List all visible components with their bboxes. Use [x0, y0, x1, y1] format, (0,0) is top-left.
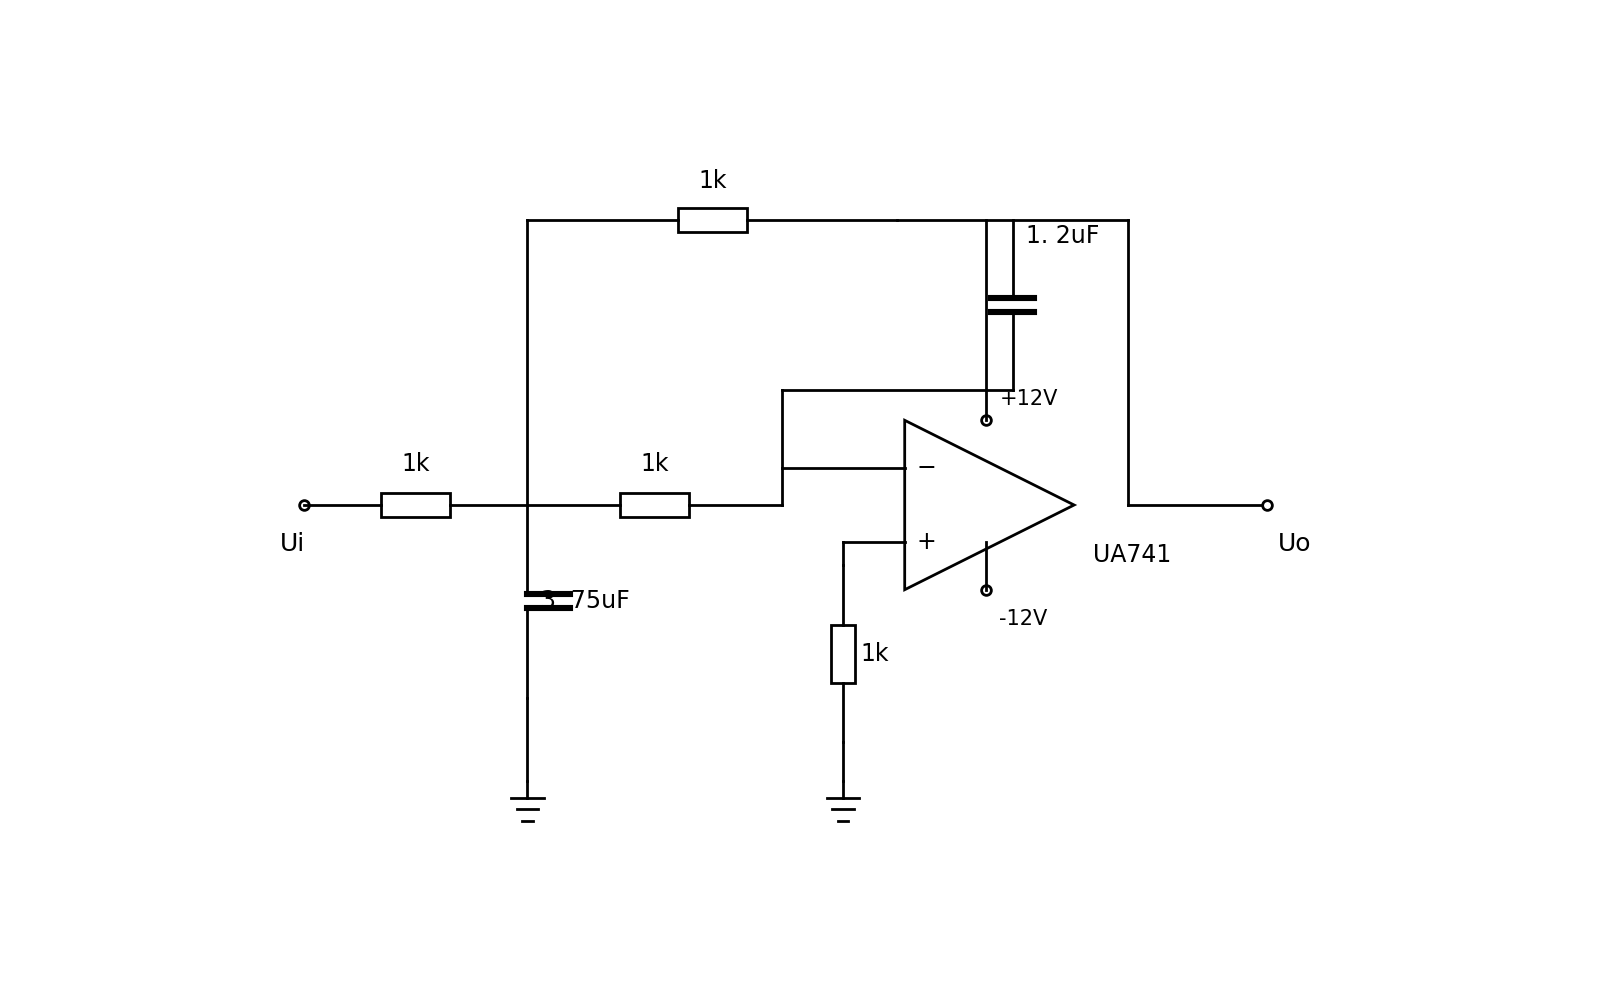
- Text: 1k: 1k: [698, 169, 726, 193]
- Text: 1k: 1k: [861, 642, 888, 666]
- Text: UA741: UA741: [1093, 543, 1171, 567]
- Text: -12V: -12V: [1000, 609, 1048, 629]
- Bar: [381, 493, 451, 517]
- Text: Ui: Ui: [280, 532, 306, 556]
- Text: 1. 2uF: 1. 2uF: [1026, 224, 1099, 248]
- Text: +12V: +12V: [1000, 389, 1058, 409]
- Bar: [619, 493, 690, 517]
- Text: +: +: [917, 530, 936, 554]
- Text: 3. 75uF: 3. 75uF: [541, 589, 630, 613]
- Text: −: −: [917, 456, 936, 480]
- Bar: [830, 625, 856, 683]
- Text: 1k: 1k: [640, 452, 669, 476]
- Text: Uo: Uo: [1278, 532, 1312, 556]
- Text: 1k: 1k: [402, 452, 430, 476]
- Bar: [677, 208, 747, 232]
